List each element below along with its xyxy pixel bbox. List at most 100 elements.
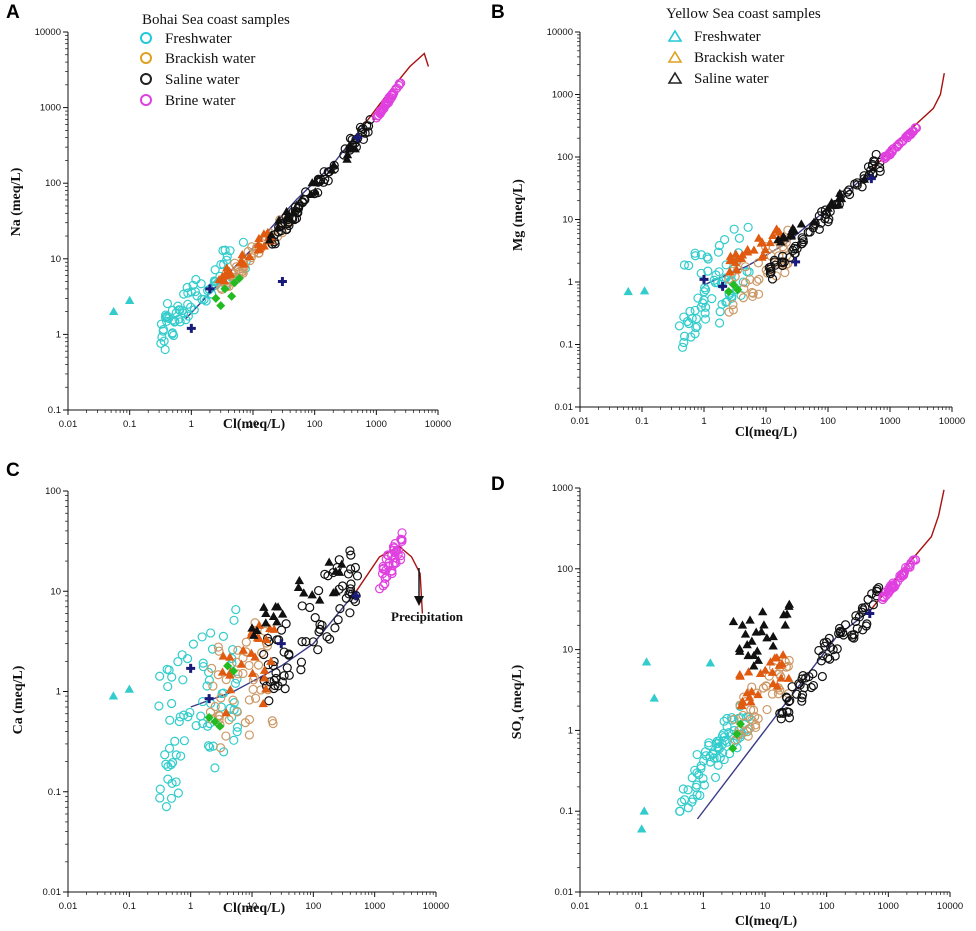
data-point-circle: [214, 646, 224, 656]
data-point-circle: [334, 555, 344, 565]
data-point-circle: [160, 312, 171, 322]
data-point-circle: [160, 750, 170, 760]
data-point-circle: [684, 260, 694, 271]
data-point-circle: [161, 759, 171, 769]
y-tick-label: 1: [56, 329, 61, 340]
data-point-triangle: [836, 193, 847, 203]
data-point-cross: [791, 257, 801, 267]
data-point-circle: [174, 716, 184, 727]
x-tick-label: 10: [248, 419, 259, 430]
data-point-triangle: [261, 618, 271, 627]
data-point-circle: [828, 645, 838, 655]
data-point-triangle: [749, 650, 759, 660]
data-point-circle: [871, 149, 881, 160]
data-point-circle: [782, 693, 792, 703]
chart-panel-a: Cl(meq/L) Na (meq/L) 0.01 0.1 1 10 100 1000 10…: [9, 27, 451, 432]
data-point-circle: [163, 681, 173, 692]
y-axis-label: SO₄ (meq/L): [510, 664, 525, 739]
data-point-circle: [198, 718, 208, 729]
data-point-circle: [777, 260, 788, 271]
data-point-circle: [218, 631, 228, 642]
data-point-circle: [178, 675, 188, 685]
data-point-circle: [869, 156, 879, 166]
data-point-circle: [715, 307, 725, 317]
data-point-circle: [746, 705, 756, 715]
data-point-triangle: [246, 648, 257, 657]
data-point-triangle: [270, 601, 281, 611]
data-point-triangle: [264, 235, 275, 244]
data-point-circle: [785, 695, 795, 706]
data-point-circle: [296, 657, 307, 667]
data-point-triangle: [265, 623, 275, 633]
data-point-circle: [908, 127, 918, 137]
y-tick-label: 10: [50, 254, 61, 265]
data-point-cross: [353, 133, 363, 143]
data-point-circle: [711, 270, 721, 280]
data-point-circle: [305, 602, 315, 613]
data-point-circle: [229, 735, 239, 745]
y-tick-label: 0.1: [48, 787, 61, 798]
x-axis-label: Cl(meq/L): [223, 901, 286, 916]
data-point-diamond: [729, 280, 739, 290]
data-point-circle: [167, 672, 177, 682]
data-point-circle: [773, 689, 784, 699]
data-point-triangle: [261, 684, 271, 693]
data-point-circle: [392, 83, 402, 93]
data-point-circle: [183, 299, 193, 309]
data-point-circle: [230, 678, 241, 688]
y-tick-label: 1: [56, 687, 61, 698]
data-point-triangle: [737, 700, 747, 710]
data-point-circle: [165, 715, 175, 725]
data-point-circle: [711, 739, 721, 749]
y-tick-label: 100: [45, 486, 61, 497]
data-point-diamond: [223, 661, 233, 671]
data-point-triangle: [261, 634, 271, 644]
data-point-triangle: [731, 249, 741, 258]
panel-letter-c: C: [6, 460, 20, 481]
data-point-triangle: [735, 669, 745, 679]
data-point-triangle: [327, 165, 337, 174]
data-point-triangle: [786, 229, 796, 238]
y-axis-label: Mg (meq/L): [511, 179, 526, 251]
data-point-circle: [238, 653, 248, 663]
data-point-circle: [696, 268, 706, 278]
precipitation-label: Precipitation: [391, 609, 464, 624]
evaporation-line: [362, 52, 430, 128]
x-tick-label: 10000: [423, 901, 449, 912]
data-point-circle: [799, 683, 809, 693]
data-point-circle: [797, 674, 807, 684]
data-point-circle: [161, 311, 172, 321]
data-point-triangle: [745, 615, 755, 624]
data-point-circle: [310, 613, 320, 623]
data-point-circle: [688, 794, 698, 804]
data-point-circle: [196, 711, 206, 721]
data-point-circle: [750, 711, 760, 722]
data-point-triangle: [259, 241, 269, 250]
data-point-triangle: [768, 641, 778, 650]
data-point-circle: [232, 707, 242, 717]
data-point-triangle: [307, 178, 317, 187]
x-tick-label: 0.1: [635, 901, 648, 912]
x-tick-label: 10: [761, 416, 772, 427]
data-point-triangle: [735, 646, 745, 655]
data-point-diamond: [732, 729, 742, 739]
data-point-circle: [691, 314, 702, 324]
data-point-circle: [196, 279, 206, 289]
data-point-circle: [738, 710, 748, 721]
data-point-circle: [797, 233, 807, 243]
data-point-circle: [387, 568, 397, 579]
data-point-diamond: [229, 278, 239, 288]
data-point-circle: [167, 305, 177, 315]
data-point-circle: [205, 742, 215, 752]
data-point-circle: [343, 569, 354, 579]
data-point-triangle: [261, 608, 271, 618]
data-point-circle: [892, 141, 902, 151]
data-point-circle: [740, 262, 751, 272]
data-point-circle: [177, 305, 187, 316]
y-tick-label: 0.1: [560, 340, 573, 351]
data-point-circle: [714, 318, 725, 328]
x-tick-label: 1000: [364, 901, 385, 912]
data-point-circle: [823, 653, 833, 663]
data-point-triangle: [649, 693, 659, 702]
